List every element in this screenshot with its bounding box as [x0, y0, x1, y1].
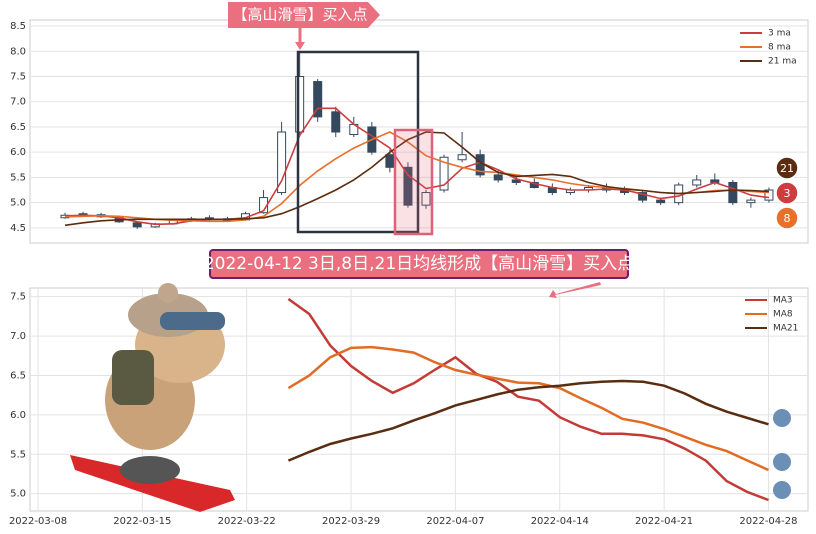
- x-tick-label: 2022-04-07: [426, 516, 484, 527]
- x-tick-label: 2022-04-21: [635, 516, 693, 527]
- y-tick-label: 7.5: [10, 72, 26, 83]
- y-tick-label: 6.5: [10, 370, 26, 381]
- x-tick-label: 2022-03-15: [113, 516, 171, 527]
- candle-body: [421, 192, 431, 206]
- skier-dog-illustration: [70, 283, 235, 512]
- y-tick-label: 8.5: [10, 21, 26, 32]
- candle-body: [656, 199, 666, 204]
- top-banner: 【高山滑雪】买入点: [232, 6, 367, 24]
- ma-line: [287, 345, 770, 472]
- candle-body: [439, 156, 449, 191]
- candle-body: [403, 166, 413, 206]
- legend-label: MA21: [773, 324, 798, 334]
- middle-banner-bg: [209, 249, 629, 279]
- x-tick-label: 2022-03-22: [218, 516, 276, 527]
- candle-body: [692, 179, 702, 186]
- y-tick-label: 5.5: [10, 172, 26, 183]
- ma-badge-label: 21: [780, 162, 794, 175]
- legend-label: 3 ma: [768, 29, 791, 39]
- ma-line: [287, 379, 769, 462]
- x-tick-label: 2022-04-28: [739, 516, 797, 527]
- ma-badge: [775, 181, 799, 205]
- middle-banner: 2022-04-12 3日,8日,21日均线形成【高山滑雪】买入点: [204, 254, 634, 274]
- y-tick-label: 7.0: [10, 97, 26, 108]
- ma-badge: [775, 206, 799, 230]
- ma-badge: [775, 156, 799, 180]
- y-tick-label: 7.0: [10, 331, 26, 342]
- y-tick-label: 6.5: [10, 122, 26, 133]
- top-arrow-head: [295, 42, 305, 50]
- candle-body: [331, 111, 341, 133]
- y-tick-label: 5.5: [10, 449, 26, 460]
- y-tick-label: 6.0: [10, 410, 26, 421]
- candle-body: [638, 192, 648, 201]
- candle-body: [277, 131, 287, 194]
- ma-badge-label: 8: [784, 212, 791, 225]
- candle-body: [728, 181, 738, 204]
- x-tick-label: 2022-03-29: [322, 516, 380, 527]
- x-tick-label: 2022-03-08: [9, 516, 67, 527]
- y-tick-label: 5.0: [10, 198, 26, 209]
- x-tick-label: 2022-04-14: [531, 516, 589, 527]
- middle-arrow: [549, 282, 601, 298]
- candle-body: [295, 76, 305, 133]
- candle-body: [132, 222, 142, 228]
- candle-body: [511, 179, 521, 183]
- candle-body: [457, 154, 467, 161]
- top-banner-bg: [228, 2, 380, 28]
- y-tick-label: 6.0: [10, 147, 26, 158]
- legend-label: 21 ma: [768, 57, 797, 67]
- legend-label: MA8: [773, 310, 793, 320]
- y-tick-label: 7.5: [10, 292, 26, 303]
- ma-line: [287, 297, 769, 502]
- candle-body: [746, 199, 756, 204]
- candle-body: [764, 189, 774, 201]
- skier-icons: [773, 409, 791, 499]
- y-tick-label: 5.0: [10, 489, 26, 500]
- candle-body: [313, 81, 323, 118]
- ma-badge-label: 3: [784, 187, 791, 200]
- candle-body: [385, 154, 395, 168]
- buy-box: [393, 128, 434, 236]
- highlight-box: [296, 50, 420, 234]
- y-tick-label: 8.0: [10, 46, 26, 57]
- legend-label: 8 ma: [768, 43, 791, 53]
- y-tick-label: 4.5: [10, 223, 26, 234]
- legend-label: MA3: [773, 296, 793, 306]
- candle-body: [493, 174, 503, 181]
